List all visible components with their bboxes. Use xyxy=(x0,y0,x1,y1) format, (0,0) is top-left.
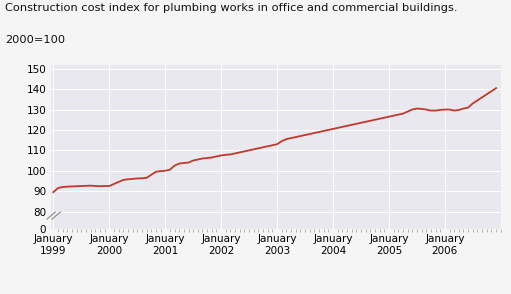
Text: 2000=100: 2000=100 xyxy=(5,35,65,45)
Text: Construction cost index for plumbing works in office and commercial buildings.: Construction cost index for plumbing wor… xyxy=(5,3,458,13)
